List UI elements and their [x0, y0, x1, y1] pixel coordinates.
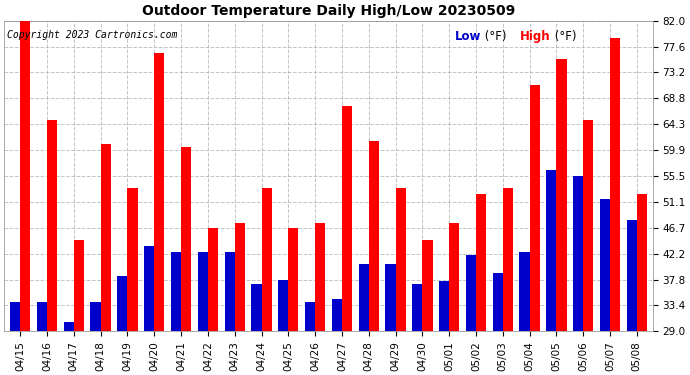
Bar: [627, 220, 637, 331]
Bar: [466, 255, 476, 331]
Text: High: High: [520, 30, 551, 43]
Title: Outdoor Temperature Daily High/Low 20230509: Outdoor Temperature Daily High/Low 20230…: [142, 4, 515, 18]
Bar: [101, 144, 111, 331]
Bar: [359, 264, 368, 331]
Bar: [476, 194, 486, 331]
Bar: [395, 188, 406, 331]
Bar: [262, 188, 272, 331]
Bar: [422, 240, 433, 331]
Bar: [128, 188, 138, 331]
Bar: [90, 302, 101, 331]
Bar: [251, 284, 262, 331]
Bar: [385, 264, 395, 331]
Bar: [10, 302, 20, 331]
Bar: [224, 252, 235, 331]
Text: Copyright 2023 Cartronics.com: Copyright 2023 Cartronics.com: [8, 30, 178, 40]
Bar: [503, 188, 513, 331]
Bar: [20, 21, 30, 331]
Bar: [74, 240, 84, 331]
Text: (°F): (°F): [551, 30, 577, 43]
Bar: [449, 223, 460, 331]
Bar: [235, 223, 245, 331]
Bar: [368, 141, 379, 331]
Bar: [600, 200, 610, 331]
Bar: [155, 53, 164, 331]
Bar: [198, 252, 208, 331]
Bar: [315, 223, 325, 331]
Bar: [144, 246, 155, 331]
Bar: [439, 281, 449, 331]
Bar: [412, 284, 422, 331]
Bar: [181, 147, 191, 331]
Bar: [573, 176, 583, 331]
Bar: [556, 59, 566, 331]
Bar: [305, 302, 315, 331]
Bar: [610, 38, 620, 331]
Bar: [520, 252, 529, 331]
Bar: [117, 276, 128, 331]
Bar: [546, 170, 556, 331]
Bar: [37, 302, 47, 331]
Bar: [47, 120, 57, 331]
Bar: [63, 322, 74, 331]
Bar: [637, 194, 647, 331]
Bar: [529, 85, 540, 331]
Bar: [493, 273, 503, 331]
Bar: [171, 252, 181, 331]
Text: Low: Low: [455, 30, 482, 43]
Bar: [288, 228, 299, 331]
Bar: [208, 228, 218, 331]
Bar: [583, 120, 593, 331]
Bar: [342, 106, 352, 331]
Text: (°F): (°F): [481, 30, 506, 43]
Bar: [278, 280, 288, 331]
Bar: [332, 299, 342, 331]
